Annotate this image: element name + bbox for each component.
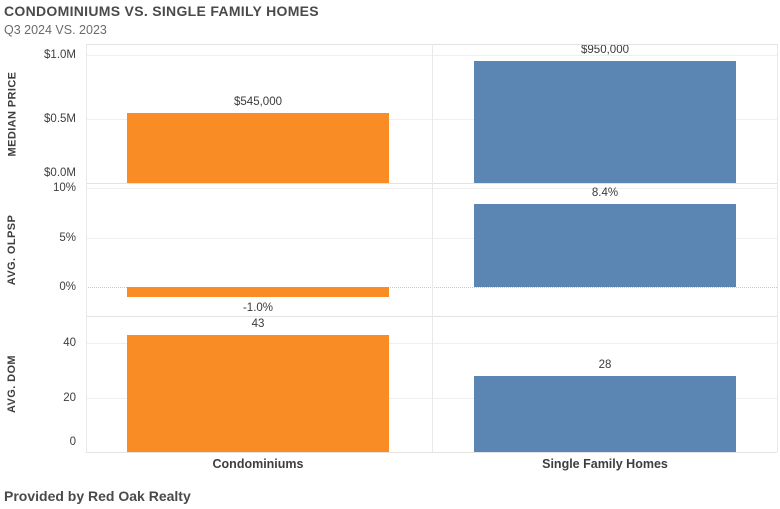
chart-subtitle: Q3 2024 VS. 2023: [4, 23, 107, 37]
bar-condominiums-avg-olpsp: [127, 287, 389, 298]
axis-tick-label: 0%: [59, 281, 76, 294]
axis-tick-label: 5%: [59, 231, 76, 244]
metric-label-text: AVG. OLPSP: [6, 214, 19, 285]
bar-single-family-homes-median-price: [474, 61, 736, 183]
axis-tick-label: 40: [63, 337, 76, 350]
metric-label-avg-olpsp: AVG. OLPSP: [0, 183, 24, 316]
value-label-condominiums-median-price: $545,000: [234, 96, 282, 109]
value-label-single-family-homes-avg-dom: 28: [598, 358, 612, 371]
axis-tick-label: 20: [63, 391, 76, 404]
axis-tick-label: 10%: [52, 182, 76, 194]
chart-header: CONDOMINIUMS VS. SINGLE FAMILY HOMES Q3 …: [4, 3, 319, 37]
bar-condominiums-median-price: [127, 113, 389, 183]
category-label-single-family-homes: Single Family Homes: [542, 457, 668, 471]
bar-single-family-homes-avg-olpsp: [474, 203, 736, 288]
axis-tick-label: $1.0M: [44, 49, 76, 61]
axis-tick-label: $0.5M: [44, 113, 76, 125]
panel-border: [86, 452, 777, 453]
axis-tick-label: $0.0M: [44, 167, 76, 179]
plot-border: [431, 44, 433, 452]
plot-border: [777, 44, 778, 452]
bar-condominiums-avg-dom: [127, 335, 389, 452]
category-label-condominiums: Condominiums: [212, 457, 304, 471]
chart-title: CONDOMINIUMS VS. SINGLE FAMILY HOMES: [4, 3, 319, 19]
value-label-single-family-homes-median-price: $950,000: [581, 44, 629, 57]
grouped-bar-chart: MEDIAN PRICE $1.0M $0.5M $0.0M $545,000 $950,…: [0, 44, 778, 471]
value-label-condominiums-avg-dom: 43: [251, 318, 265, 330]
plot-border: [86, 44, 87, 452]
axis-tick-label: 0: [69, 436, 76, 448]
bar-single-family-homes-avg-dom: [474, 375, 736, 452]
value-label-single-family-homes-avg-olpsp: 8.4%: [591, 186, 619, 199]
value-label-condominiums-avg-olpsp: -1.0%: [242, 302, 274, 315]
attribution-text: Provided by Red Oak Realty: [4, 488, 191, 504]
